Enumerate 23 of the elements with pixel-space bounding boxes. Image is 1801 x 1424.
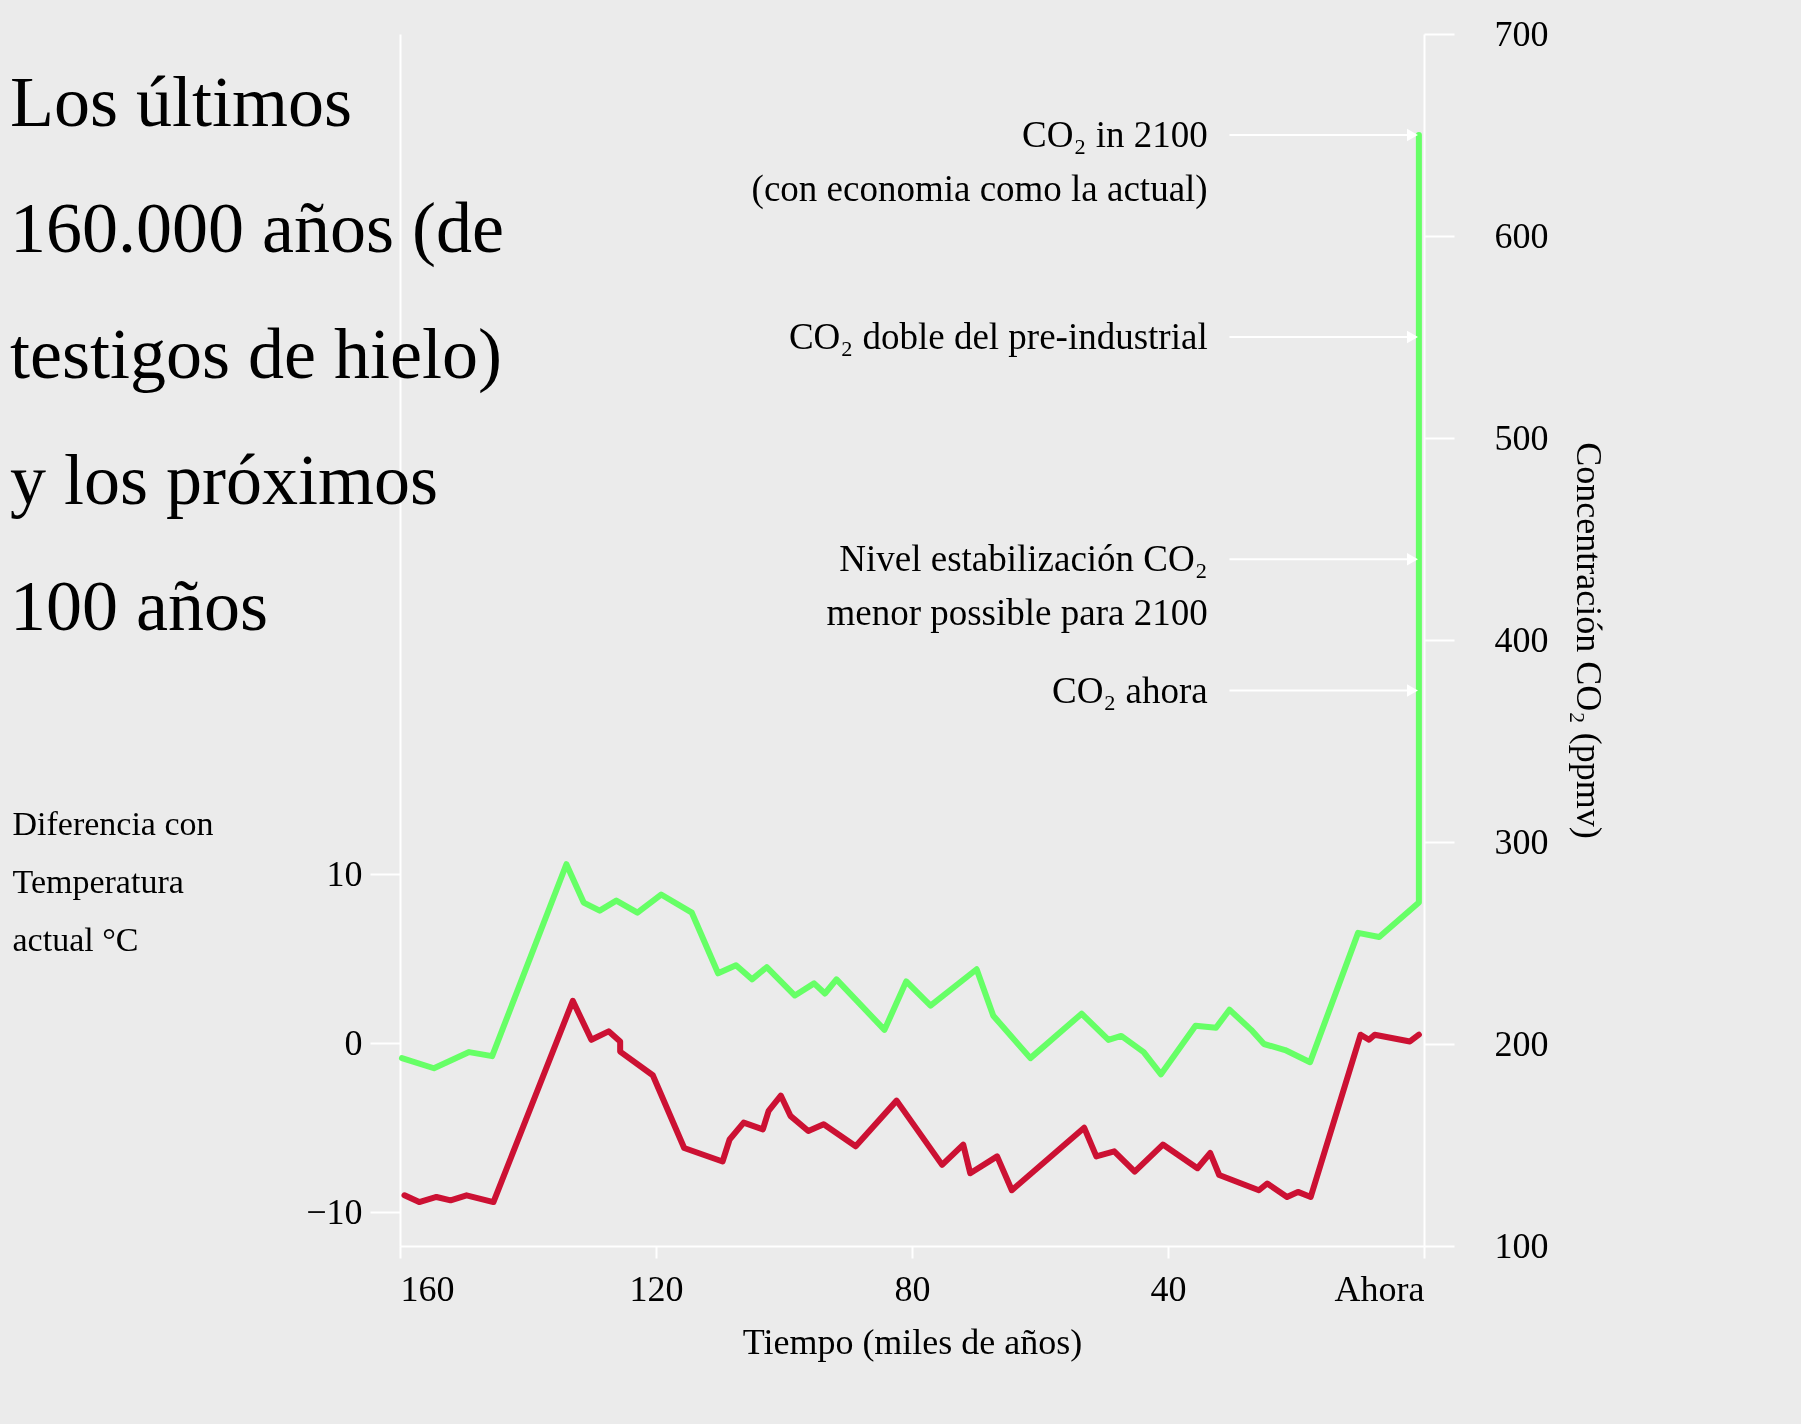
- y2-tick-label: 400: [1494, 619, 1549, 660]
- x-tick-label: 120: [629, 1268, 684, 1309]
- y2-tick-label: 600: [1494, 215, 1549, 256]
- y2-tick-label: 700: [1494, 13, 1549, 54]
- y2-axis-title: Concentración CO₂ (ppmv): [1568, 442, 1609, 839]
- x-tick-label: 160: [400, 1268, 455, 1309]
- ref-line-label: CO₂ doble del pre-industrial: [788, 316, 1208, 357]
- y2-tick-label: 500: [1494, 417, 1549, 458]
- text: Los últimos 160.000 años (de testigos de hielo) y los próximos 100 años: [10, 62, 504, 646]
- y2-tick-label: 200: [1494, 1023, 1549, 1064]
- y-tick-label: 10: [326, 853, 363, 894]
- y-tick-label: 0: [344, 1022, 363, 1063]
- y2-tick-label: 300: [1494, 821, 1549, 862]
- y2-tick-label: 100: [1494, 1225, 1549, 1266]
- x-tick-label: Ahora: [1334, 1268, 1425, 1309]
- x-tick-label: 80: [894, 1268, 931, 1309]
- y-axis-title: Diferencia con Temperatura actual °C: [12, 804, 214, 958]
- x-axis-title: Tiempo (miles de años): [742, 1321, 1083, 1362]
- y-tick-label: −10: [306, 1191, 363, 1232]
- ref-line-label: CO₂ ahora: [1051, 669, 1208, 711]
- ref-line-label: Nivel estabilización CO₂ menor possible para 2100: [826, 538, 1208, 634]
- ref-line-label: CO₂ in 2100 (con economia como la actual): [751, 114, 1208, 210]
- x-tick-label: 40: [1150, 1268, 1187, 1309]
